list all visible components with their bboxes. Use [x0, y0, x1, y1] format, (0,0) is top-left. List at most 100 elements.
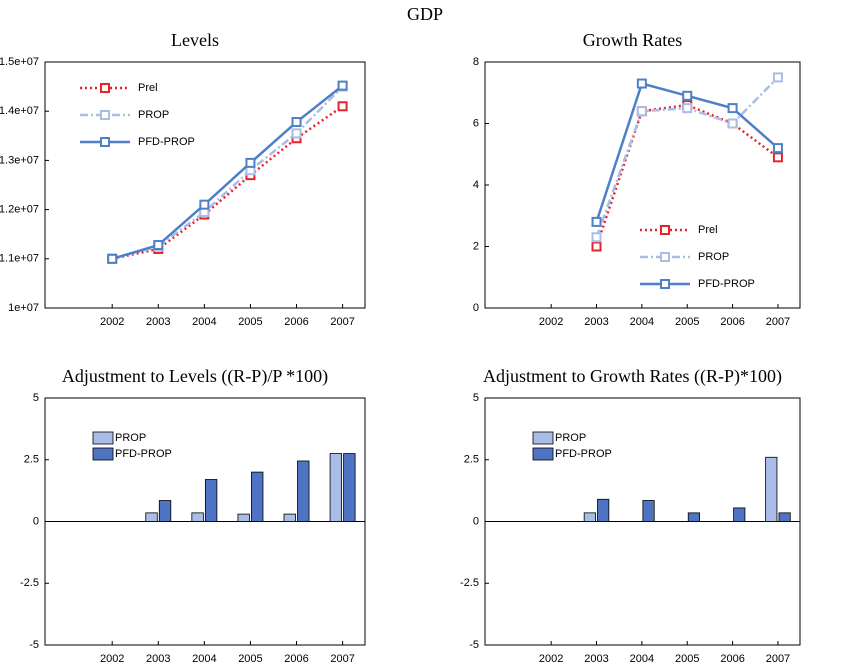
x-tick-label: 2002 — [539, 653, 563, 665]
x-tick-label: 2006 — [720, 653, 744, 665]
y-tick-label: -5 — [469, 639, 479, 651]
point-marker — [291, 117, 302, 128]
x-tick-label: 2003 — [584, 653, 608, 665]
legend-swatch — [532, 447, 554, 461]
point-marker — [682, 90, 693, 101]
y-tick-label: 1e+07 — [8, 302, 39, 314]
y-tick-label: 1.5e+07 — [0, 56, 39, 68]
x-tick-label: 2004 — [192, 316, 216, 328]
legend-label: PROP — [138, 109, 169, 121]
y-tick-label: 2 — [473, 240, 479, 252]
x-tick-label: 2007 — [330, 653, 354, 665]
y-tick-label: 1.2e+07 — [0, 204, 39, 216]
x-tick-label: 2002 — [100, 316, 124, 328]
y-tick-label: 5 — [33, 392, 39, 404]
bar — [283, 513, 296, 522]
point-marker — [337, 101, 348, 112]
point-marker — [245, 157, 256, 168]
bar — [733, 507, 746, 522]
legend-marker — [100, 110, 110, 120]
point-marker — [591, 232, 602, 243]
x-tick-label: 2003 — [146, 653, 170, 665]
point-marker — [153, 240, 164, 251]
point-marker — [772, 72, 783, 83]
x-tick-label: 2004 — [630, 653, 654, 665]
point-marker — [337, 80, 348, 91]
x-tick-label: 2005 — [238, 653, 262, 665]
legend-label: Prel — [698, 224, 718, 236]
x-tick-label: 2007 — [766, 653, 790, 665]
bar — [778, 512, 791, 522]
x-tick-label: 2004 — [630, 316, 654, 328]
legend-label: Prel — [138, 82, 158, 94]
legend-marker — [100, 137, 110, 147]
point-marker — [727, 118, 738, 129]
subplot: Growth Rates 0 2 4 6 8 2002 2003 2004 2005 2006 200… — [473, 30, 801, 328]
y-tick-label: 0 — [33, 515, 39, 527]
bar — [145, 512, 158, 522]
point-marker — [682, 103, 693, 114]
plot-frame — [484, 61, 801, 309]
point-marker — [772, 143, 783, 154]
legend-marker — [660, 252, 670, 262]
point-marker — [291, 128, 302, 139]
bar — [597, 498, 610, 522]
x-tick-label: 2006 — [720, 316, 744, 328]
legend-label: PFD-PROP — [115, 448, 172, 460]
y-tick-label: 2.5 — [464, 454, 479, 466]
y-tick-label: 4 — [473, 179, 479, 191]
subplot-title: Levels — [171, 30, 219, 50]
x-tick-label: 2002 — [100, 653, 124, 665]
point-marker — [199, 199, 210, 210]
y-tick-label: 1.3e+07 — [0, 154, 39, 166]
bar — [251, 471, 264, 522]
bar — [191, 512, 204, 522]
series-line — [111, 84, 344, 260]
legend-label: PFD-PROP — [555, 448, 612, 460]
x-tick-label: 2002 — [539, 316, 563, 328]
y-tick-label: 8 — [473, 56, 479, 68]
subplot-title: Adjustment to Growth Rates ((R-P)*100) — [483, 366, 782, 387]
subplot: Levels 1e+07 1.1e+07 1.2e+07 1.3e+07 1.4e+07 1… — [0, 30, 366, 328]
y-tick-label: 2.5 — [24, 454, 39, 466]
legend-marker — [660, 279, 670, 289]
y-tick-label: -5 — [29, 639, 39, 651]
x-tick-label: 2003 — [584, 316, 608, 328]
point-marker — [636, 78, 647, 89]
y-tick-label: 6 — [473, 117, 479, 129]
y-tick-label: 1.1e+07 — [0, 253, 39, 265]
y-tick-label: 5 — [473, 392, 479, 404]
plot-frame — [44, 61, 366, 309]
x-tick-label: 2006 — [284, 316, 308, 328]
x-tick-label: 2007 — [766, 316, 790, 328]
y-tick-label: 1.4e+07 — [0, 105, 39, 117]
bar — [297, 460, 310, 522]
y-tick-label: -2.5 — [20, 577, 39, 589]
point-marker — [772, 152, 783, 163]
bar — [343, 453, 356, 522]
bar — [583, 512, 596, 522]
legend-label: PFD-PROP — [698, 278, 755, 290]
y-tick-label: -2.5 — [460, 577, 479, 589]
x-tick-label: 2005 — [238, 316, 262, 328]
y-tick-label: 0 — [473, 302, 479, 314]
bar — [765, 456, 778, 522]
point-marker — [591, 216, 602, 227]
x-tick-label: 2005 — [675, 653, 699, 665]
y-tick-label: 0 — [473, 515, 479, 527]
x-tick-label: 2005 — [675, 316, 699, 328]
legend-label: PROP — [115, 432, 146, 444]
legend-swatch — [532, 431, 554, 445]
figure-title: GDP — [407, 4, 443, 24]
subplot-title: Adjustment to Levels ((R-P)/P *100) — [62, 366, 328, 387]
x-tick-label: 2007 — [330, 316, 354, 328]
bar — [204, 479, 218, 522]
series-line — [595, 103, 779, 247]
legend-swatch — [92, 447, 114, 461]
bar — [687, 512, 700, 522]
bar — [237, 513, 250, 522]
legend-label: PFD-PROP — [138, 136, 195, 148]
bar — [329, 453, 342, 522]
x-tick-label: 2003 — [146, 316, 170, 328]
